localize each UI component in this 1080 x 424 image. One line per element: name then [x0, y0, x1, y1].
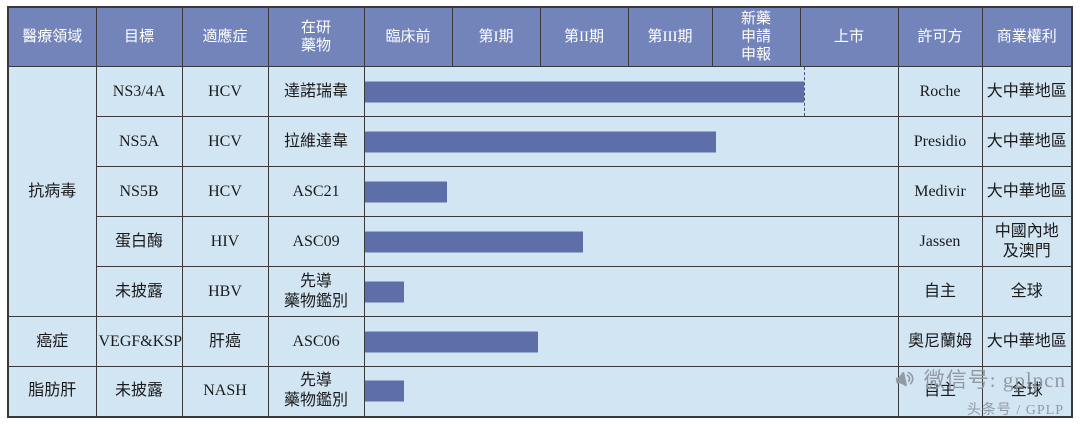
- licensor-cell: 自主: [897, 366, 983, 417]
- target-cell: VEGF&KSP: [95, 316, 183, 367]
- rights-cell: 大中華地區: [981, 66, 1073, 117]
- target-cell: 未披露: [95, 266, 183, 317]
- column-header-5: 第I期: [451, 6, 541, 67]
- gantt-bar: [365, 380, 405, 402]
- licensor-cell: Medivir: [897, 166, 983, 217]
- pipeline-row: NS5B HCV ASC21 Medivir 大中華地區: [8, 166, 1073, 217]
- rights-cell: 全球: [981, 266, 1073, 317]
- stage-track-cell: [363, 316, 899, 367]
- gantt-bar: [365, 281, 405, 302]
- column-header-8: 新藥 申請 申報: [711, 6, 801, 67]
- licensor-cell: Presidio: [897, 116, 983, 167]
- licensor-cell: 自主: [897, 266, 983, 317]
- watermark: 微信号: gplpcn 头条号 / GPLP: [893, 364, 1066, 419]
- rights-cell: 大中華地區: [981, 116, 1073, 167]
- indication-cell: HIV: [181, 216, 269, 267]
- wechat-watermark-text: 微信号: gplpcn: [923, 368, 1066, 392]
- megaphone-icon: [891, 365, 919, 393]
- drug-cell: 先導 藥物鑑別: [267, 266, 365, 317]
- drug-cell: 達諾瑞韋: [267, 66, 365, 117]
- gantt-bar: [365, 81, 805, 102]
- drug-cell: ASC09: [267, 216, 365, 267]
- pipeline-row: 癌症 VEGF&KSP 肝癌 ASC06 奧尼蘭姆 大中華地區: [7, 316, 1073, 367]
- gantt-bar: [365, 131, 717, 152]
- rights-cell: 大中華地區: [981, 316, 1073, 367]
- gantt-bar: [365, 181, 448, 202]
- therapy-area-cell: 脂肪肝: [7, 366, 97, 417]
- therapy-area-cell: 抗病毒: [7, 66, 97, 317]
- pipeline-row: 抗病毒 NS3/4A HCV 達諾瑞韋 Roche 大中華地區: [7, 66, 1073, 317]
- pipeline-row: 未披露 HBV 先導 藥物鑑別 自主 全球: [8, 266, 1073, 317]
- drug-cell: ASC06: [267, 316, 365, 367]
- stage-track-cell: [363, 166, 899, 217]
- pipeline-row: NS5A HCV 拉維達韋 Presidio 大中華地區: [8, 116, 1073, 167]
- column-header-4: 臨床前: [363, 6, 453, 67]
- licensor-cell: 奧尼蘭姆: [897, 316, 983, 367]
- therapy-area-cell: 癌症: [7, 316, 97, 367]
- licensor-cell: Jassen: [897, 216, 983, 267]
- gantt-bar: [365, 231, 584, 252]
- indication-cell: HCV: [181, 66, 269, 117]
- target-cell: NS5A: [95, 116, 183, 167]
- gantt-bar: [365, 331, 538, 352]
- target-cell: NS3/4A: [95, 66, 183, 117]
- target-cell: 未披露: [95, 366, 183, 417]
- stage-track-cell: [363, 116, 899, 167]
- rights-cell: 全球: [981, 366, 1073, 417]
- pipeline-row: 蛋白酶 HIV ASC09 Jassen 中國內地 及澳門: [8, 216, 1073, 267]
- rights-cell: 中國內地 及澳門: [981, 216, 1073, 267]
- drug-cell: 先導 藥物鑑別: [267, 366, 365, 417]
- stage-track-cell: [363, 366, 899, 417]
- stage-track-cell: [363, 266, 899, 317]
- indication-cell: HBV: [181, 266, 269, 317]
- header-row: 醫療領域 目標 適應症 在研 藥物 臨床前 第I期 第II期 第III期 新藥 申請 申報 上市許…: [7, 6, 1073, 67]
- drug-cell: ASC21: [267, 166, 365, 217]
- column-header-6: 第II期: [539, 6, 629, 67]
- drug-cell: 拉維達韋: [267, 116, 365, 167]
- indication-cell: HCV: [181, 166, 269, 217]
- licensor-cell: Roche: [897, 66, 983, 117]
- column-header-9: 上市: [799, 6, 899, 67]
- toutiao-watermark-text: 头条号 / GPLP: [966, 403, 1064, 418]
- indication-cell: NASH: [181, 366, 269, 417]
- column-header-11: 商業權利: [981, 6, 1073, 67]
- indication-cell: HCV: [181, 116, 269, 167]
- column-header-1: 目標: [95, 6, 183, 67]
- milestone-dashed-line: [804, 67, 806, 116]
- indication-cell: 肝癌: [181, 316, 269, 367]
- pipeline-row: 脂肪肝 未披露 NASH 先導 藥物鑑別 自主 全球: [7, 366, 1073, 417]
- column-header-0: 醫療領域: [7, 6, 97, 67]
- stage-track-cell: [363, 216, 899, 267]
- column-header-7: 第III期: [627, 6, 713, 67]
- stage-track-cell: [363, 66, 899, 117]
- target-cell: NS5B: [95, 166, 183, 217]
- pipeline-table: 醫療領域 目標 適應症 在研 藥物 臨床前 第I期 第II期 第III期 新藥 申請 申報 上市許…: [7, 6, 1073, 418]
- column-header-3: 在研 藥物: [267, 6, 365, 67]
- table-body: 抗病毒 NS3/4A HCV 達諾瑞韋 Roche 大中華地區 NS5A HCV 拉維達韋 Pre…: [7, 66, 1073, 417]
- column-header-10: 許可方: [897, 6, 983, 67]
- wechat-watermark-line: 微信号: gplpcn: [893, 364, 1066, 394]
- column-header-2: 適應症: [181, 6, 269, 67]
- target-cell: 蛋白酶: [95, 216, 183, 267]
- rights-cell: 大中華地區: [981, 166, 1073, 217]
